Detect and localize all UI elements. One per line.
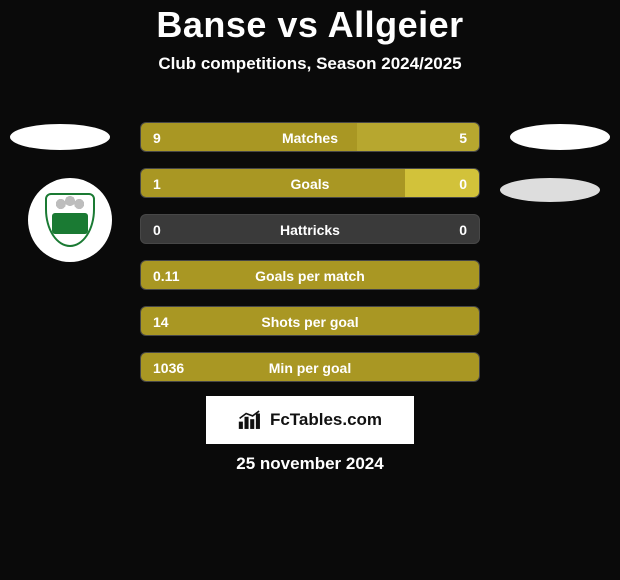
crest-text-top: Greuther (57, 215, 82, 221)
brand-badge[interactable]: FcTables.com (206, 396, 414, 444)
stat-value-right: 0 (459, 169, 467, 198)
player-right-placeholder (510, 124, 610, 150)
page-title: Banse vs Allgeier (0, 4, 620, 46)
stat-row: 0Hattricks0 (140, 214, 480, 244)
stat-label: Min per goal (141, 353, 479, 382)
team-crest: Greuther Fürth (28, 178, 112, 262)
stat-label: Goals (141, 169, 479, 198)
stat-row: 9Matches5 (140, 122, 480, 152)
stat-row: 14Shots per goal (140, 306, 480, 336)
player-left-placeholder (10, 124, 110, 150)
date-text: 25 november 2024 (0, 454, 620, 474)
crest-text-bottom: Fürth (62, 222, 77, 228)
brand-text: FcTables.com (270, 410, 382, 430)
chart-icon (238, 409, 264, 431)
stat-label: Hattricks (141, 215, 479, 244)
stat-row: 1036Min per goal (140, 352, 480, 382)
stat-value-right: 5 (459, 123, 467, 152)
subtitle: Club competitions, Season 2024/2025 (0, 54, 620, 74)
stat-row: 1Goals0 (140, 168, 480, 198)
comparison-card: Banse vs Allgeier Club competitions, Sea… (0, 0, 620, 580)
player-right-placeholder-2 (500, 178, 600, 202)
stat-label: Matches (141, 123, 479, 152)
stat-bars: 9Matches51Goals00Hattricks00.11Goals per… (140, 122, 480, 398)
stat-label: Goals per match (141, 261, 479, 290)
stat-value-right: 0 (459, 215, 467, 244)
stat-row: 0.11Goals per match (140, 260, 480, 290)
shield-icon: Greuther Fürth (45, 193, 95, 247)
stat-label: Shots per goal (141, 307, 479, 336)
